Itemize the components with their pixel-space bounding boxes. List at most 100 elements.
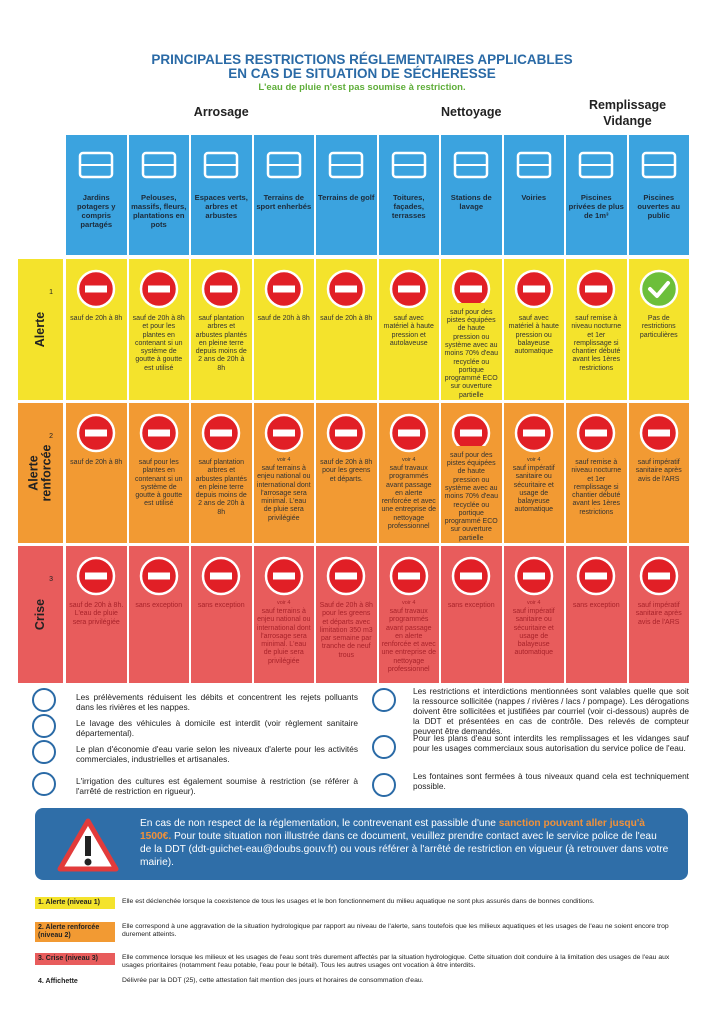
cell: sauf plantation arbres et arbustes plant… xyxy=(191,259,252,400)
forbidden-icon xyxy=(327,556,366,596)
cell-text: sauf impératif sanitaire ou sécuritaire … xyxy=(512,465,555,514)
column-label: Pelouses, massifs, fleurs, plantations e… xyxy=(131,193,187,229)
column-header: Pelouses, massifs, fleurs, plantations e… xyxy=(128,135,189,255)
cell: voir 4 sauf impératif sanitaire ou sécuri… xyxy=(503,546,564,683)
cell-text: sauf remise à niveau nocturne et 1er rem… xyxy=(571,459,622,516)
cell: sauf de 20h à 8h. L'eau de pluie sera pr… xyxy=(66,546,127,683)
cell: sans exception xyxy=(128,546,189,683)
cell: sauf plantation arbres et arbustes plant… xyxy=(191,403,252,543)
cell-note: voir 4 xyxy=(277,457,291,463)
forbidden-icon xyxy=(577,556,616,596)
column-header: Terrains de golf xyxy=(316,135,377,255)
cell-text: sauf de 20h à 8h et pour les plantes en … xyxy=(132,315,185,372)
cell-text: sauf avec matériel à haute pression ou b… xyxy=(508,315,559,356)
forbidden-icon xyxy=(452,413,491,446)
sanction-text: En cas de non respect de la réglementati… xyxy=(140,817,670,869)
column-label: Piscines ouvertes au public xyxy=(637,193,681,220)
forbidden-icon xyxy=(639,556,678,596)
cell: sans exception xyxy=(566,546,627,683)
column-label: Jardins potagers y compris partagés xyxy=(77,193,116,229)
note-text: Pour les plans d'eau sont interdits les … xyxy=(413,733,689,753)
legend-label: 3. Crise (niveau 3) xyxy=(35,953,115,965)
cell-note: voir 4 xyxy=(527,457,541,463)
note-text: Les fontaines sont fermées à tous niveau… xyxy=(413,771,689,791)
cell-text: sauf plantation arbres et arbustes plant… xyxy=(195,459,247,516)
row-label: Alerte renforcée 2 xyxy=(18,403,63,543)
cell-text: sauf impératif sanitaire ou sécuritaire … xyxy=(512,608,555,657)
cell: sauf pour des pistes équipées de haute p… xyxy=(441,259,502,400)
note-text: L'irrigation des cultures est également … xyxy=(76,776,358,796)
cell: voir 4 sauf travaux programmés avant pass… xyxy=(378,546,439,683)
column-icon xyxy=(391,151,426,179)
legend-text: Elle correspond à une aggravation de la … xyxy=(122,923,669,939)
forbidden-icon xyxy=(139,269,178,309)
cell-note: voir 4 xyxy=(402,457,416,463)
row-label-text: Crise xyxy=(33,598,47,631)
legend-label: 1. Alerte (niveau 1) xyxy=(35,897,115,909)
cell: sauf avec matériel à haute pression et a… xyxy=(378,259,439,400)
column-header: Piscines privées de plus de 1m³ xyxy=(566,135,627,255)
row-label-sup: 2 xyxy=(49,433,53,440)
column-icon xyxy=(641,151,676,179)
note-icon xyxy=(32,772,56,796)
forbidden-icon xyxy=(452,269,491,303)
note-icon xyxy=(372,773,396,797)
cell-note: voir 4 xyxy=(527,600,541,606)
column-icon xyxy=(454,151,489,179)
note-icon xyxy=(32,714,56,738)
column-label: Toitures, façades, terrasses xyxy=(391,193,426,220)
column-icon xyxy=(266,151,301,179)
forbidden-icon xyxy=(327,413,366,453)
cell-text: sans exception xyxy=(197,602,245,609)
cell-text: sauf impératif sanitaire après avis de l… xyxy=(635,459,682,483)
forbidden-icon xyxy=(514,413,553,453)
forbidden-icon xyxy=(264,413,303,453)
title: PRINCIPALES RESTRICTIONS RÉGLEMENTAIRES … xyxy=(151,52,573,67)
forbidden-icon xyxy=(327,269,366,309)
cell-text: Pas de restrictions particulières xyxy=(639,315,678,339)
legend-label: 2. Alerte renforcée (niveau 2) xyxy=(35,922,115,942)
cell-text: Sauf de 20h à 8h pour les greens et dépa… xyxy=(319,602,373,659)
forbidden-icon xyxy=(264,556,303,596)
column-icon xyxy=(579,151,614,179)
cell-note: voir 4 xyxy=(402,600,416,606)
column-header: Espaces verts, arbres et arbustes xyxy=(191,135,252,255)
cell-text: sauf de 20h à 8h xyxy=(70,315,123,322)
forbidden-icon xyxy=(77,269,116,309)
column-label: Piscines privées de plus de 1m³ xyxy=(568,193,624,220)
cell: Sauf de 20h à 8h pour les greens et dépa… xyxy=(316,546,377,683)
column-icon xyxy=(204,151,239,179)
cell: voir 4 sauf travaux programmés avant pass… xyxy=(378,403,439,543)
cell: sauf de 20h à 8h et pour les plantes en … xyxy=(128,259,189,400)
column-icon xyxy=(329,151,364,179)
row-label-sup: 1 xyxy=(49,289,53,296)
cell-text: sans exception xyxy=(135,602,183,609)
cell: sauf de 20h à 8h xyxy=(66,259,127,400)
column-icon xyxy=(141,151,176,179)
cell: sauf de 20h à 8h xyxy=(253,259,314,400)
cell-text: sauf impératif sanitaire après avis de l… xyxy=(635,602,682,626)
forbidden-icon xyxy=(452,556,491,596)
legend-text: Elle commence lorsque les milieux et les… xyxy=(122,954,670,970)
cell: sauf avec matériel à haute pression ou b… xyxy=(503,259,564,400)
cell: sauf de 20h à 8h pour les greens et dépa… xyxy=(316,403,377,543)
column-label: Espaces verts, arbres et arbustes xyxy=(194,193,248,220)
highlight: sanction pouvant aller jusqu'à 1500€. xyxy=(140,818,645,842)
column-label: Terrains de golf xyxy=(318,193,375,202)
cell-text: sauf travaux programmés avant passage en… xyxy=(381,608,436,674)
legend-text: Délivrée par la DDT (25), cette attestat… xyxy=(122,977,424,984)
note-icon xyxy=(372,735,396,759)
column-icon xyxy=(516,151,551,179)
cell: Pas de restrictions particulières xyxy=(628,259,689,400)
group-title: Arrosage xyxy=(193,105,249,119)
cell: voir 4 sauf terrains à enjeu national ou … xyxy=(253,403,314,543)
cell-text: sauf de 20h à 8h pour les greens et dépa… xyxy=(320,459,373,483)
forbidden-icon xyxy=(264,269,303,309)
cell-text: sauf de 20h à 8h. L'eau de pluie sera pr… xyxy=(69,602,124,626)
text: Pour toute situation non illustrée dans … xyxy=(140,831,669,868)
text: En cas de non respect de la réglementati… xyxy=(140,818,499,829)
cell-text: sauf de 20h à 8h xyxy=(257,315,310,322)
group-title: Remplissage Vidange xyxy=(588,98,667,128)
cell: voir 4 sauf terrains à enjeu national ou … xyxy=(253,546,314,683)
